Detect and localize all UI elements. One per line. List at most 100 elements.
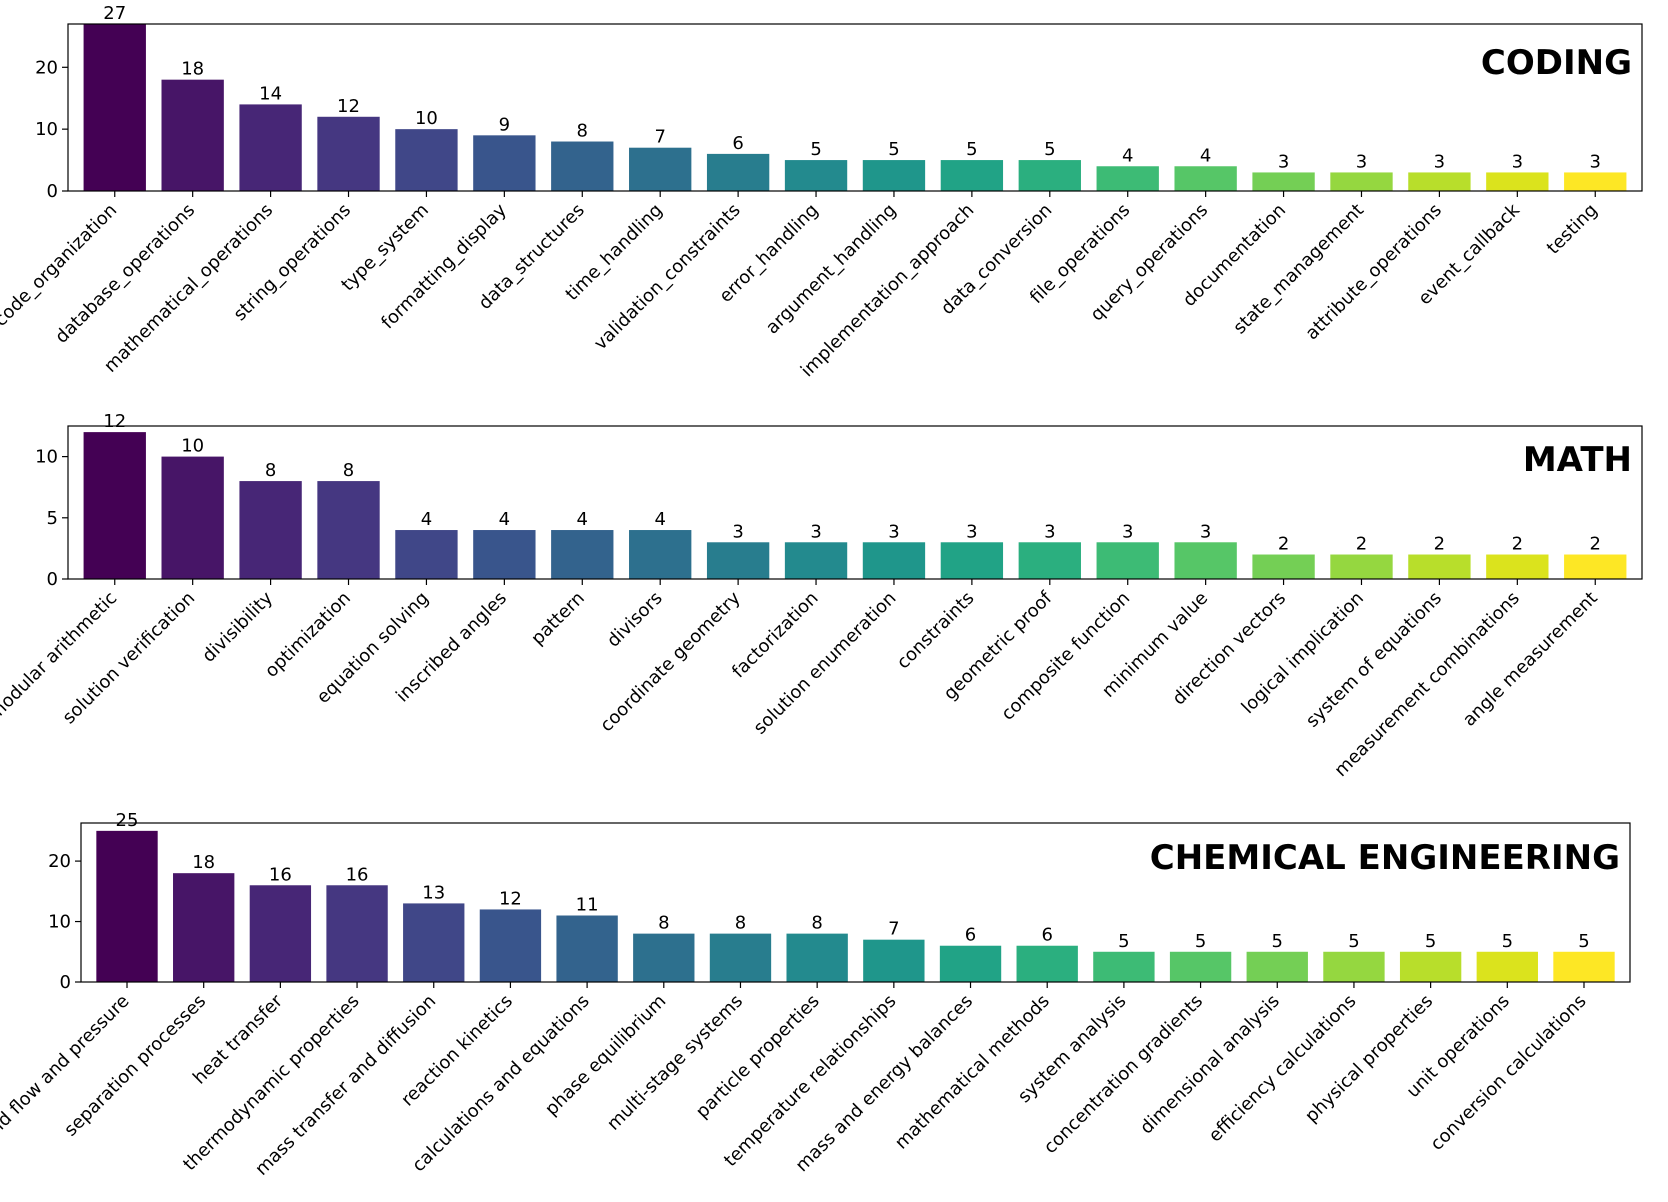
x-tick-label: conversion calculations [1426, 991, 1590, 1155]
bar-value-label: 13 [422, 882, 445, 903]
x-tick-label: divisors [603, 588, 667, 652]
bar-value-label: 27 [103, 3, 126, 24]
bar-value-label: 4 [654, 509, 665, 530]
bar-value-label: 8 [577, 121, 588, 142]
x-tick-label: argument_handling [762, 200, 901, 339]
x-tick-label: divisibility [198, 587, 277, 666]
x-tick-label: pattern [527, 588, 589, 650]
x-tick-label: testing [1543, 200, 1602, 259]
bar-coordinate-geometry [706, 542, 770, 579]
x-tick-label: physical properties [1301, 991, 1437, 1127]
bar-value-label: 3 [1512, 151, 1523, 172]
bar-value-label: 3 [1434, 151, 1445, 172]
bar-efficiency-calculations [1323, 951, 1385, 982]
x-tick-label: database_operations [51, 200, 199, 348]
bar-time-handling [629, 147, 692, 191]
bar-database-operations [161, 79, 224, 191]
bar-documentation [1252, 172, 1315, 191]
bar-value-label: 2 [1278, 534, 1289, 555]
x-tick-label: mathematical methods [891, 991, 1054, 1154]
bar-value-label: 12 [337, 96, 360, 117]
bar-mass-and-energy-balances [939, 945, 1002, 982]
bar-query-operations [1174, 166, 1237, 191]
bar-value-label: 2 [1590, 534, 1601, 555]
bar-multi-stage-systems [709, 933, 772, 982]
x-tick-label: state_management [1229, 200, 1368, 339]
bar-value-label: 8 [343, 460, 354, 481]
axes-frame [80, 822, 1631, 983]
x-tick-label: solution enumeration [750, 588, 901, 739]
bar-error-handling [784, 160, 848, 191]
y-tick-label: 5 [47, 508, 58, 529]
math-panel: 12 10 8 8 4 4 4 4 3 3 3 3 3 3 3 2 2 2 2 2 0 5 10 modular arithm… [0, 411, 1643, 781]
bar-conversion-calculations [1553, 951, 1615, 982]
bar-attribute-operations [1408, 172, 1471, 191]
y-tick-label: 20 [48, 851, 71, 872]
bar-inscribed-angles [473, 530, 536, 579]
bar-code-organization [83, 24, 146, 191]
x-tick-label: attribute_operations [1301, 200, 1445, 344]
bar-value-label: 3 [1590, 151, 1601, 172]
bar-separation-processes [173, 873, 235, 982]
x-tick-label: code_organization [0, 200, 121, 331]
bar-value-label: 5 [1502, 931, 1513, 952]
bar-value-label: 3 [1122, 521, 1133, 542]
bar-solution-enumeration [862, 542, 926, 579]
x-tick-label: dimensional analysis [1136, 991, 1284, 1139]
bar-value-label: 7 [654, 127, 665, 148]
bar-solution-verification [161, 456, 224, 579]
panel-title: MATH [1523, 440, 1632, 480]
bar-value-label: 10 [181, 436, 204, 457]
bar-equation-solving [395, 530, 458, 579]
coding-panel: 27 18 14 12 10 9 8 7 6 5 5 5 5 4 4 3 3 3 3 3 0 10 20 code_organ… [0, 3, 1643, 381]
bar-validation-constraints [706, 153, 770, 191]
y-tick-label: 20 [35, 57, 58, 78]
bar-value-label: 3 [1356, 151, 1367, 172]
bar-particle-properties [786, 933, 848, 982]
bar-value-label: 18 [192, 852, 215, 873]
bar-value-label: 4 [577, 509, 588, 530]
bar-thermodynamic-properties [326, 885, 388, 982]
bar-angle-measurement [1564, 554, 1627, 579]
x-tick-label: solution verification [59, 588, 200, 729]
bar-value-label: 25 [116, 810, 139, 831]
bar-heat-transfer [249, 885, 312, 982]
bar-pattern [551, 530, 614, 579]
x-tick-label: concentration gradients [1040, 991, 1207, 1158]
bar-value-label: 3 [966, 521, 977, 542]
bar-value-label: 12 [103, 411, 126, 432]
y-tick-label: 10 [48, 912, 71, 933]
bar-value-label: 6 [732, 133, 743, 154]
bar-value-label: 8 [265, 460, 276, 481]
y-tick-label: 10 [35, 119, 58, 140]
bar-value-label: 9 [499, 114, 510, 135]
bar-calculations-and-equations [556, 915, 618, 982]
bar-implementation-approach [940, 160, 1004, 191]
axes-frame [67, 425, 1643, 580]
bar-value-label: 6 [965, 925, 976, 946]
x-tick-label: modular arithmetic [0, 588, 121, 725]
bar-value-label: 4 [499, 509, 510, 530]
bar-value-label: 3 [810, 521, 821, 542]
bar-fluid-flow-and-pressure [96, 830, 158, 982]
bar-state-management [1330, 172, 1393, 191]
bar-constraints [940, 542, 1004, 579]
bar-value-label: 3 [1200, 521, 1211, 542]
bar-string-operations [317, 116, 380, 191]
bar-mathematical-methods [1016, 945, 1078, 982]
bar-unit-operations [1476, 951, 1538, 982]
bar-value-label: 11 [576, 895, 599, 916]
bar-value-label: 4 [421, 509, 432, 530]
y-tick-label: 10 [35, 447, 58, 468]
bar-value-label: 16 [346, 864, 369, 885]
bar-value-label: 5 [1044, 139, 1055, 160]
bar-data-conversion [1018, 160, 1081, 191]
bar-value-label: 5 [966, 139, 977, 160]
bar-value-label: 3 [1278, 151, 1289, 172]
bar-dimensional-analysis [1246, 951, 1308, 982]
bar-data-structures [551, 141, 614, 191]
bar-divisors [629, 530, 692, 579]
bar-argument-handling [862, 160, 926, 191]
bar-geometric-proof [1018, 542, 1081, 579]
